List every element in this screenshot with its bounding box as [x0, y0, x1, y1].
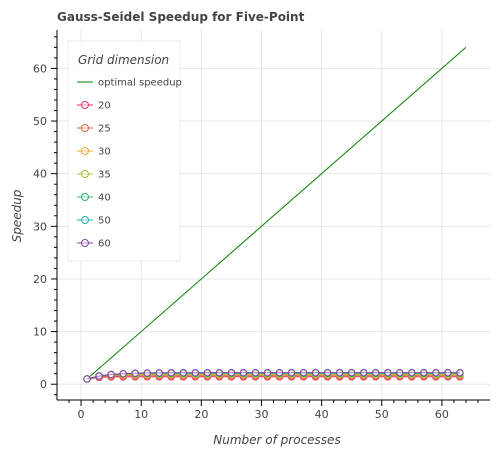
legend-label: 25 [98, 124, 111, 135]
data-point [347, 368, 356, 377]
data-point [119, 369, 127, 378]
x-tick-label: 50 [375, 408, 389, 421]
y-tick-label: 60 [33, 62, 47, 75]
x-axis-label: Number of processes [213, 433, 340, 447]
x-tick-label: 0 [78, 408, 85, 421]
data-point [408, 368, 416, 377]
legend-label: 20 [98, 101, 111, 112]
legend-label: 30 [98, 147, 111, 158]
data-point [384, 368, 392, 377]
chart-title: Gauss-Seidel Speedup for Five-Point [57, 10, 305, 24]
legend-marker [81, 147, 89, 155]
legend-marker [81, 239, 89, 247]
data-point [299, 368, 308, 377]
data-point [372, 368, 380, 377]
legend-label: 50 [98, 216, 111, 227]
data-point [275, 368, 284, 377]
legend-marker [81, 216, 89, 224]
y-axis-label: Speedup [10, 189, 24, 242]
data-point [227, 368, 236, 377]
y-tick-label: 30 [33, 220, 47, 233]
legend: Grid dimension optimal speedup 20 25 30 35 40… [67, 40, 182, 262]
data-point [263, 368, 272, 377]
data-point [203, 368, 212, 377]
y-tick-label: 50 [33, 115, 47, 128]
data-point [131, 369, 139, 377]
data-point [179, 368, 187, 377]
series-line-optimal-speedup [86, 47, 467, 380]
data-point [287, 368, 296, 377]
data-point [107, 370, 115, 379]
legend-marker [81, 193, 89, 201]
x-tick-label: 30 [254, 408, 268, 421]
data-point [456, 368, 464, 377]
data-point [335, 368, 344, 377]
data-point [83, 375, 91, 383]
legend-label: optimal speedup [98, 78, 182, 89]
x-tick-label: 40 [315, 408, 329, 421]
axes: 0 10 20 30 40 50 60 0 10 20 30 40 50 60 [33, 30, 490, 421]
legend-marker [81, 170, 89, 178]
legend-marker [81, 124, 89, 132]
data-point [191, 368, 200, 377]
series-line-20 [87, 376, 460, 380]
data-point [95, 372, 103, 380]
series-line-25 [87, 375, 460, 380]
data-point [360, 368, 368, 377]
y-tick-label: 20 [33, 273, 47, 286]
data-point [396, 368, 404, 377]
y-tick-label: 40 [33, 168, 47, 181]
data-point [155, 369, 163, 377]
legend-title: Grid dimension [78, 53, 169, 67]
legend-marker [81, 101, 89, 109]
x-tick-label: 60 [435, 408, 449, 421]
data-point [420, 368, 428, 377]
legend-label: 60 [98, 239, 111, 250]
legend-label: 35 [98, 170, 111, 181]
y-tick-label: 0 [40, 378, 47, 391]
data-point [444, 368, 452, 377]
data-point [215, 368, 224, 377]
data-point [311, 368, 320, 377]
data-point [432, 368, 440, 377]
data-point [167, 369, 175, 377]
legend-label: 40 [98, 193, 111, 204]
x-tick-label: 20 [194, 408, 208, 421]
data-point [323, 368, 332, 377]
y-tick-label: 10 [33, 326, 47, 339]
data-point [239, 368, 248, 377]
series-line-60 [86, 372, 460, 380]
plot-area [83, 47, 467, 383]
x-tick-label: 10 [134, 408, 148, 421]
data-point [251, 368, 260, 377]
data-point [143, 369, 151, 377]
